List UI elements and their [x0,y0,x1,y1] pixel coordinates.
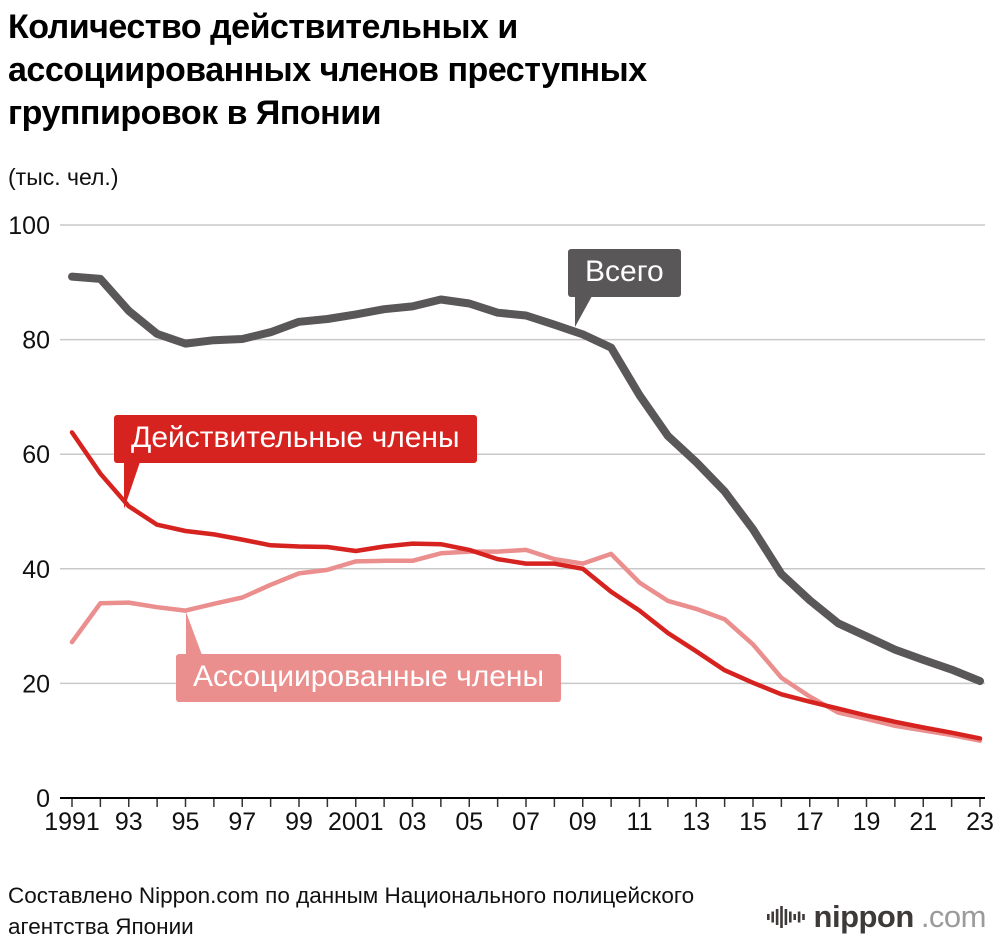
nippon-logo: nippon .com [766,899,987,935]
chart-title-line2: ассоциированных членов преступных [8,51,647,90]
waveform-icon [766,906,805,928]
x-tick-label: 15 [739,808,767,836]
y-tick-label: 40 [22,556,50,584]
logo-text-nippon: nippon [813,899,915,934]
x-tick-label: 13 [682,808,710,836]
chart-title: Количество действительных и ассоциирован… [8,6,647,136]
x-tick-label: 1991 [44,808,100,836]
source-line1: Составлено Nippon.com по данным Национал… [8,883,695,908]
y-axis-unit-label: (тыс. чел.) [8,164,119,190]
source-line2: агентства Японии [8,914,194,940]
x-tick-label: 19 [853,808,881,836]
series-callout-active-members: Действительные члены [114,415,477,509]
series-callout-total: Всего [568,249,681,327]
x-tick-label: 97 [228,808,256,836]
x-tick-label: 2001 [328,808,384,836]
y-tick-label: 0 [36,785,50,813]
logo-text-com: .com [920,899,987,934]
y-tick-label: 20 [22,670,50,698]
x-tick-label: 23 [966,808,994,836]
chart-title-line1: Количество действительных и [8,8,518,46]
x-tick-label: 93 [115,808,143,836]
x-tick-label: 03 [399,808,427,836]
x-tick-label: 21 [909,808,937,836]
series-line-1 [69,430,983,741]
x-tick-label: 17 [796,808,824,836]
y-tick-label: 60 [22,441,50,469]
x-tick-label: 11 [627,808,653,836]
x-tick-label: 95 [172,808,200,836]
y-tick-label: 100 [8,212,50,240]
x-tick-label: 09 [569,808,597,836]
series-line-0 [68,272,984,686]
x-tick-label: 07 [512,808,540,836]
source-attribution: Составлено Nippon.com по данным Национал… [8,880,694,942]
chart-title-line3: группировок в Японии [8,94,382,133]
x-tick-label: 05 [455,808,483,836]
y-tick-label: 80 [22,327,50,355]
series-callout-associate-members: Ассоциированные члены [176,612,562,702]
x-tick-label: 99 [285,808,313,836]
